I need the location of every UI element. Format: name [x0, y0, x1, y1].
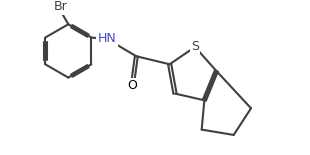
Text: O: O — [127, 79, 137, 92]
Text: S: S — [191, 40, 199, 53]
Text: Br: Br — [54, 0, 68, 13]
Text: HN: HN — [98, 32, 116, 45]
